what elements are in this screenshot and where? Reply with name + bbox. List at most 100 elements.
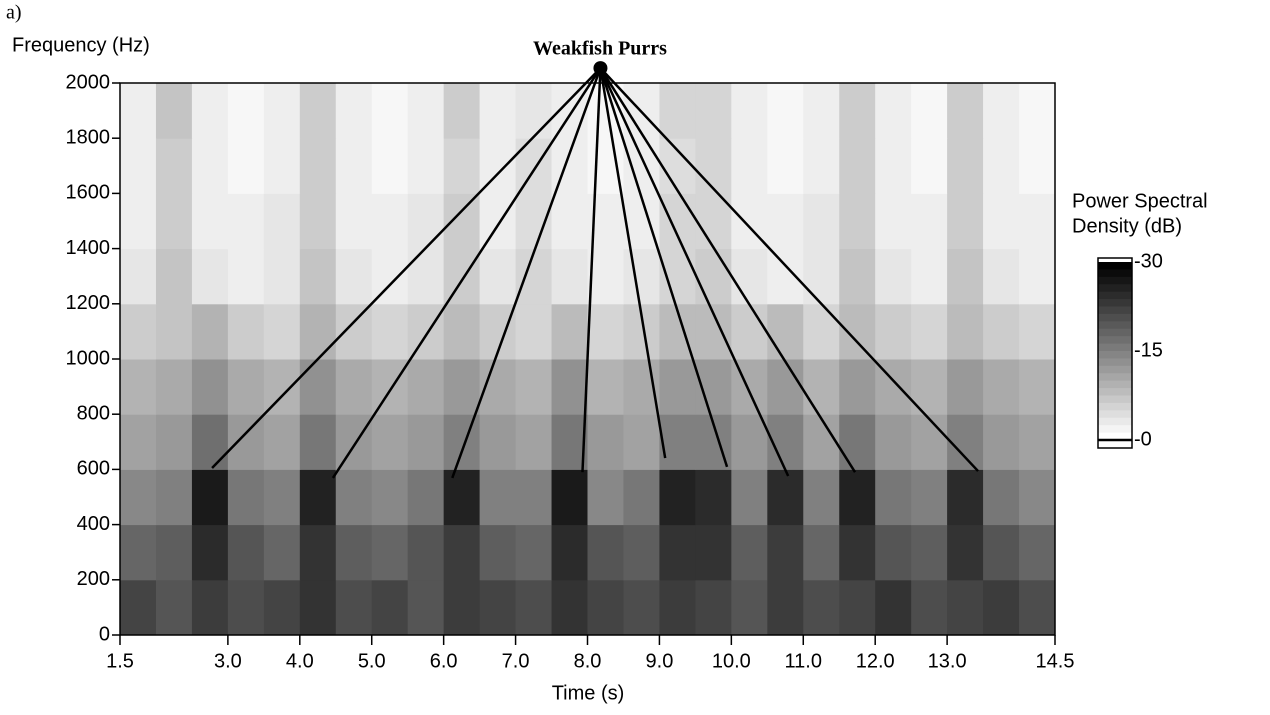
spectrogram-cell — [371, 303, 409, 360]
spectrogram-cell — [1019, 83, 1056, 139]
spectrogram-cell — [551, 248, 588, 305]
y-tick-label: 200 — [77, 568, 110, 590]
spectrogram-cell — [120, 414, 157, 470]
spectrogram-cell — [443, 193, 481, 250]
spectrogram-cell — [120, 248, 157, 305]
annotation-line — [599, 67, 979, 472]
spectrogram-cell — [587, 414, 624, 470]
spectrogram-cell — [335, 248, 373, 305]
spectrogram-cell — [839, 193, 876, 250]
spectrogram-cell — [983, 579, 1020, 636]
spectrogram-cell — [767, 83, 804, 139]
spectrogram-cell — [263, 83, 301, 139]
spectrogram-cell — [695, 83, 732, 139]
colorbar-title: Density (dB) — [1072, 215, 1182, 237]
spectrogram-cell — [227, 524, 265, 581]
spectrogram-cell — [515, 303, 553, 360]
spectrogram-cell — [659, 524, 696, 581]
spectrogram-cell — [515, 248, 553, 305]
spectrogram-cell — [407, 359, 445, 415]
spectrogram-cell — [443, 469, 481, 526]
spectrogram-cell — [335, 579, 373, 636]
spectrogram-cell — [443, 303, 481, 360]
spectrogram-cell — [767, 524, 804, 581]
colorbar-tick-label: -15 — [1134, 339, 1163, 361]
spectrogram-cell — [371, 83, 409, 139]
spectrogram-cell — [263, 359, 301, 415]
spectrogram-cell — [443, 524, 481, 581]
spectrogram-cell — [443, 579, 481, 636]
spectrogram-cell — [587, 579, 624, 636]
colorbar-step — [1098, 351, 1132, 359]
spectrogram-cell — [911, 303, 948, 360]
spectrogram-cell — [227, 193, 265, 250]
spectrogram-cell — [731, 303, 768, 360]
spectrogram-cell — [299, 579, 337, 636]
colorbar-step — [1098, 336, 1132, 345]
spectrogram-cell — [263, 469, 301, 526]
spectrogram-cell — [659, 579, 696, 636]
colorbar-tick-label: -0 — [1134, 428, 1152, 450]
spectrogram-cell — [587, 524, 624, 581]
y-tick-label: 400 — [77, 513, 110, 535]
x-tick-label: 5.0 — [358, 650, 386, 672]
spectrogram-cell — [443, 83, 481, 139]
x-tick-label: 1.5 — [106, 650, 134, 672]
spectrogram-cell — [155, 138, 193, 194]
spectrogram-cell — [551, 579, 588, 636]
colorbar-step — [1098, 291, 1132, 300]
colorbar-step — [1098, 343, 1132, 352]
y-tick-label: 1400 — [66, 237, 111, 259]
spectrogram-cell — [263, 193, 301, 250]
spectrogram-cell — [731, 524, 768, 581]
y-axis-label: Frequency (Hz) — [12, 34, 150, 56]
spectrogram-cell — [335, 414, 373, 470]
colorbar-step — [1098, 432, 1132, 441]
spectrogram-cell — [120, 138, 157, 194]
spectrogram-cell — [515, 138, 553, 194]
spectrogram-cell — [263, 524, 301, 581]
spectrogram-cell — [407, 83, 445, 139]
spectrogram-cell — [731, 414, 768, 470]
spectrogram-cell — [1019, 248, 1056, 305]
spectrogram-cell — [731, 579, 768, 636]
colorbar-step — [1098, 373, 1132, 382]
spectrogram-cell — [120, 83, 157, 139]
spectrogram-cell — [407, 524, 445, 581]
colorbar-step — [1098, 284, 1132, 293]
spectrogram-cell — [911, 248, 948, 305]
annotation-line — [331, 67, 602, 479]
spectrogram-cell — [803, 248, 840, 305]
spectrogram-cell — [947, 138, 984, 194]
spectrogram-cell — [120, 524, 157, 581]
colorbar-step — [1098, 313, 1132, 322]
colorbar-step — [1098, 262, 1132, 270]
spectrogram-cell — [191, 248, 229, 305]
spectrogram-cell — [731, 83, 768, 139]
spectrogram-cell — [839, 359, 876, 415]
spectrogram-cell — [695, 469, 732, 526]
spectrogram-cell — [263, 414, 301, 470]
spectrogram-cell — [371, 524, 409, 581]
spectrogram-cell — [803, 193, 840, 250]
spectrogram-cell — [911, 579, 948, 636]
spectrogram-cell — [587, 303, 624, 360]
spectrogram-cell — [479, 469, 517, 526]
y-tick-label: 600 — [77, 458, 110, 480]
spectrogram-cell — [371, 193, 409, 250]
spectrogram-cell — [983, 138, 1020, 194]
spectrogram-cell — [335, 469, 373, 526]
x-tick-label: 14.5 — [1036, 650, 1075, 672]
spectrogram-cell — [299, 138, 337, 194]
annotation-line — [211, 67, 602, 469]
spectrogram-cell — [120, 303, 157, 360]
spectrogram-cell — [1019, 579, 1056, 636]
spectrogram-cell — [443, 138, 481, 194]
spectrogram-cell — [983, 193, 1020, 250]
spectrogram-cell — [227, 83, 265, 139]
spectrogram-cell — [299, 248, 337, 305]
spectrogram-cell — [911, 83, 948, 139]
colorbar-frame — [1097, 257, 1133, 449]
spectrogram-cell — [407, 193, 445, 250]
colorbar-step — [1098, 269, 1132, 278]
